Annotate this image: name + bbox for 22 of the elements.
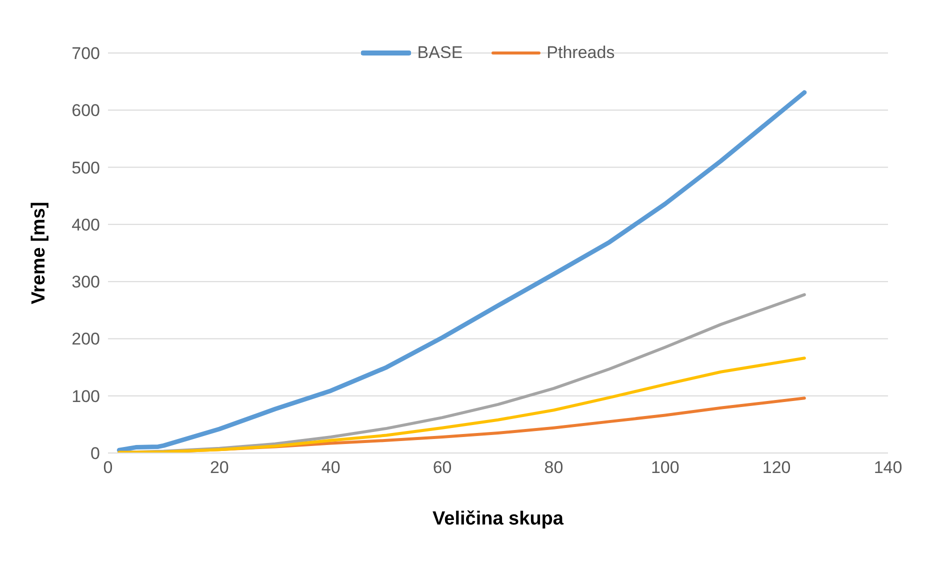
y-tick-label: 200 — [72, 330, 100, 349]
y-tick-label: 600 — [72, 101, 100, 120]
x-tick-label: 0 — [103, 458, 113, 478]
x-tick-label: 60 — [432, 458, 452, 478]
x-tick-label: 140 — [874, 458, 902, 478]
x-tick-label: 100 — [650, 458, 680, 478]
y-tick-label: 700 — [72, 44, 100, 64]
legend-label: BASE — [416, 43, 463, 63]
y-axis-title: Vreme [ms] — [28, 202, 50, 304]
x-axis-title: Veličina skupa — [432, 508, 564, 530]
y-tick-label: 0 — [90, 444, 100, 464]
y-tick-label: 500 — [72, 158, 100, 178]
x-tick-label: 120 — [762, 458, 791, 478]
legend-label: Pthreads — [546, 43, 615, 63]
x-tick-label: 20 — [210, 458, 229, 478]
x-tick-label: 40 — [321, 458, 340, 478]
line-series — [118, 356, 806, 453]
y-tick-label: 100 — [72, 386, 100, 406]
line-series — [116, 90, 807, 452]
x-tick-label: 80 — [544, 458, 564, 478]
y-tick-label: 400 — [72, 215, 100, 234]
y-tick-label: 300 — [72, 272, 100, 292]
